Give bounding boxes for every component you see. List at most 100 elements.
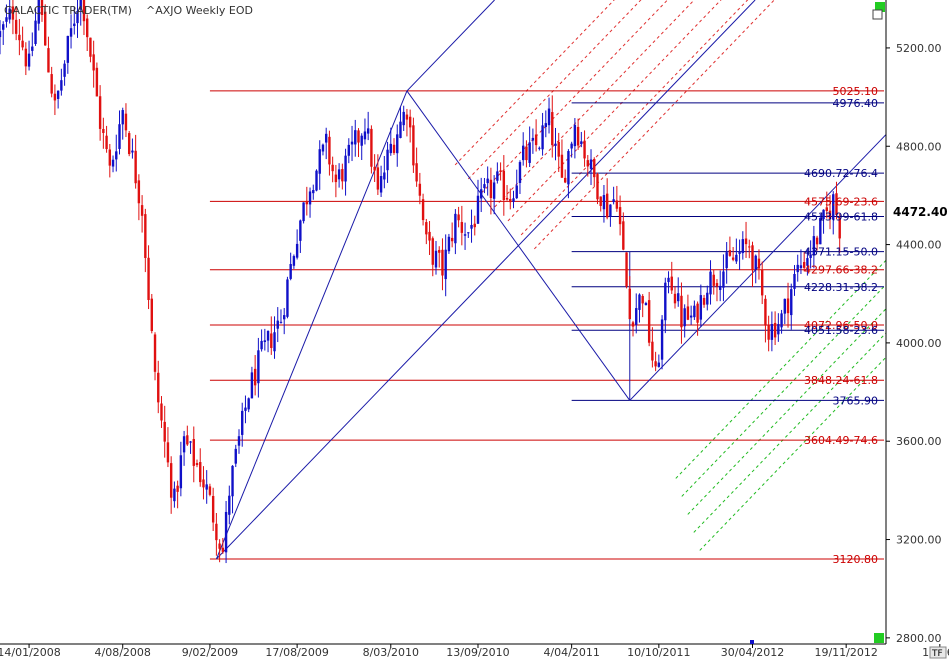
fib-level-label: 4513.99-61.8 — [804, 211, 878, 224]
candle-body — [392, 144, 396, 153]
candle-body — [166, 442, 170, 463]
candle-body — [563, 177, 567, 183]
candle-body — [615, 200, 619, 209]
candle-body — [82, 0, 86, 22]
candle-body — [92, 54, 95, 71]
candle-body — [651, 341, 654, 361]
candle-body — [589, 159, 593, 169]
candle-body — [518, 162, 522, 183]
candle-body — [454, 213, 457, 244]
fib-level-label: 4371.15-50.0 — [804, 246, 878, 259]
candle-body — [221, 547, 225, 552]
candle-body — [751, 245, 754, 271]
settings-icon[interactable] — [872, 9, 883, 20]
candle-body — [324, 133, 328, 143]
candle-body — [660, 319, 664, 360]
candle-body — [460, 222, 464, 233]
x-tick-label: 4/04/2011 — [543, 646, 599, 659]
candle-body — [69, 28, 73, 37]
channel-green-dashed — [699, 356, 887, 551]
candle-body — [127, 133, 131, 155]
candle-body — [337, 169, 341, 180]
candle-body — [315, 170, 318, 191]
axes — [0, 0, 887, 645]
candle-body — [828, 210, 832, 220]
candle-body — [428, 231, 431, 241]
candle-body — [102, 129, 105, 133]
candle-body — [115, 151, 118, 160]
candle-body — [760, 269, 764, 296]
channel-red-dashed — [507, 0, 722, 222]
candle-body — [24, 48, 28, 67]
candle-body — [334, 174, 338, 183]
candle-body — [586, 160, 589, 167]
candle-body — [360, 135, 363, 146]
tf-button[interactable]: TF — [929, 646, 947, 659]
candle-body — [609, 204, 612, 217]
candle-body — [618, 207, 622, 225]
fib-level-label: 4072.96-50.0 — [804, 319, 878, 332]
candle-body — [505, 197, 509, 200]
scroll-position-marker[interactable] — [750, 640, 754, 644]
corner-marker-top[interactable] — [875, 2, 885, 12]
candle-body — [247, 398, 250, 410]
candle-body — [612, 199, 615, 203]
candle-body — [153, 334, 157, 372]
candle-body — [37, 0, 40, 24]
candle-body — [450, 237, 454, 242]
candle-body — [321, 144, 325, 152]
candle-body — [169, 463, 173, 498]
fib-level-label: 4575.69-23.6 — [804, 195, 878, 208]
candle-body — [2, 24, 5, 30]
tf-button-box[interactable] — [929, 646, 947, 659]
candle-body — [18, 34, 21, 41]
candle-body — [383, 172, 386, 180]
candle-body — [295, 243, 299, 258]
candle-body — [757, 258, 761, 269]
candle-body — [441, 249, 444, 276]
candle-body — [357, 130, 360, 143]
fib-level-label: 5025.10 — [833, 85, 879, 98]
candle-body — [764, 298, 767, 326]
candle-body — [79, 0, 82, 10]
channel-red-dashed — [481, 0, 669, 194]
candle-body — [124, 113, 128, 131]
x-tick-label: 19/11/2012 — [814, 646, 877, 659]
candle-body — [396, 134, 399, 154]
channel-green-dashed — [681, 284, 887, 497]
candle-body — [806, 258, 809, 266]
last-price-label: 4472.40 — [893, 205, 948, 219]
candle-body — [631, 322, 635, 327]
candle-body — [50, 74, 53, 94]
candle-body — [376, 167, 380, 190]
candle-body — [515, 185, 518, 199]
candle-body — [211, 495, 215, 523]
candle-body — [725, 252, 728, 269]
candle-body — [576, 126, 580, 146]
fib-level-label: 3848.24-61.8 — [804, 374, 878, 387]
corner-marker-bottom[interactable] — [874, 633, 884, 643]
fib-level-label: 4228.31-38.2 — [804, 281, 878, 294]
candle-body — [544, 123, 548, 128]
candle-body — [260, 340, 263, 350]
x-tick-labels: 14/01/2008 4/08/2008 9/02/2009 17/08/2009 8/… — [0, 644, 949, 659]
candle-body — [825, 207, 828, 212]
candle-body — [809, 254, 812, 258]
candle-body — [799, 265, 803, 268]
x-tick-label: 17/08/2009 — [265, 646, 328, 659]
candle-body — [680, 295, 683, 328]
candle-body — [308, 191, 312, 205]
candle-body — [706, 292, 709, 305]
candle-body — [492, 182, 496, 199]
candle-body — [431, 238, 434, 265]
candle-body — [299, 220, 302, 241]
candle-body — [777, 324, 780, 335]
candle-body — [11, 6, 15, 20]
y-tick-labels: 5200.00 4800.00 4400.00 4000.00 3600.00 3200.… — [886, 42, 942, 645]
candle-body — [147, 257, 150, 301]
candle-body — [735, 254, 738, 262]
candlestick-series — [0, 0, 841, 564]
candle-body — [605, 193, 609, 218]
